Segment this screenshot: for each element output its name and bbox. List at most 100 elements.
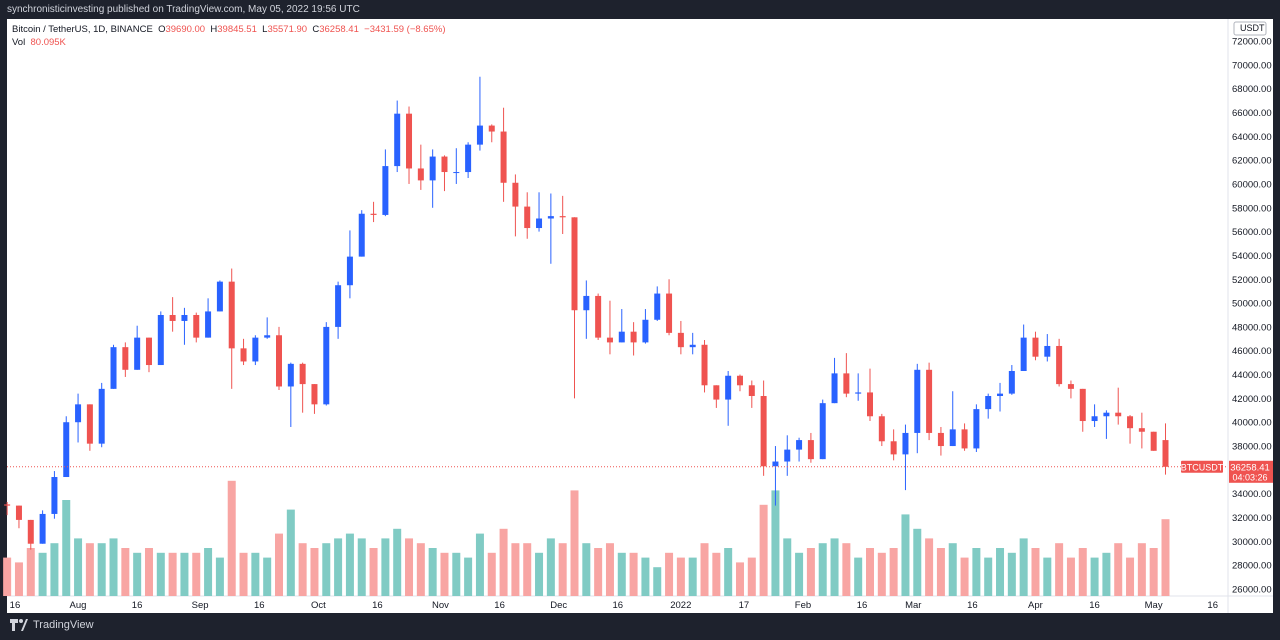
change-value: −3431.59 (−8.65%) xyxy=(364,24,446,35)
volume-bar xyxy=(464,557,473,596)
candle xyxy=(464,142,473,596)
candle xyxy=(3,502,12,596)
candle xyxy=(405,106,414,596)
volume-bar xyxy=(345,533,354,596)
candle xyxy=(960,423,969,596)
candle xyxy=(830,357,839,596)
candle xyxy=(156,311,165,596)
candle-body xyxy=(429,156,436,181)
time-tick-label: 16 xyxy=(254,600,265,611)
volume-bar xyxy=(1114,543,1123,596)
candle-body xyxy=(157,314,164,366)
candle xyxy=(334,281,343,596)
volume-bar xyxy=(948,543,957,596)
volume-bar xyxy=(1066,557,1075,596)
volume-bar xyxy=(144,548,153,596)
candle-body xyxy=(524,206,531,229)
time-tick-label: 16 xyxy=(857,600,868,611)
candle xyxy=(700,340,709,596)
volume-bar xyxy=(818,543,827,596)
candle xyxy=(972,404,981,596)
candle xyxy=(1066,380,1075,596)
volume-bar xyxy=(381,538,390,596)
candle-body xyxy=(1008,370,1015,394)
candle xyxy=(369,201,378,596)
candle xyxy=(204,298,213,596)
candle xyxy=(275,326,283,596)
candle-body xyxy=(299,363,306,385)
candle xyxy=(1149,431,1158,596)
volume-bar xyxy=(570,490,579,596)
volume-bar xyxy=(499,528,508,596)
volume-bar xyxy=(1043,557,1052,596)
candle xyxy=(1019,324,1028,596)
volume-bar xyxy=(1102,552,1111,596)
candle xyxy=(795,437,804,596)
candle xyxy=(286,362,295,596)
candle-body xyxy=(547,216,554,219)
candle xyxy=(416,144,425,596)
candle-body xyxy=(1056,345,1063,385)
candle-body xyxy=(122,347,129,370)
volume-bar xyxy=(546,538,555,596)
candle-body xyxy=(216,281,223,312)
candle-body xyxy=(1127,416,1134,429)
candle-body xyxy=(867,392,873,417)
candle xyxy=(14,505,23,596)
tradingview-logo[interactable]: TradingView xyxy=(10,619,94,631)
candle xyxy=(842,353,851,596)
price-tick-label: 54000.00 xyxy=(1232,251,1272,262)
volume-bar xyxy=(3,557,12,596)
candle xyxy=(144,337,153,596)
volume-bar xyxy=(85,543,94,596)
candle xyxy=(1102,410,1111,596)
symbol-name[interactable]: Bitcoin / TetherUS, 1D, BINANCE xyxy=(12,24,153,35)
price-tick-label: 38000.00 xyxy=(1232,442,1272,453)
time-tick-label: Nov xyxy=(432,600,449,611)
candle xyxy=(1114,387,1123,596)
volume-bar xyxy=(641,557,650,596)
volume-bar xyxy=(665,552,674,596)
candle xyxy=(38,510,47,596)
candle-body xyxy=(488,125,495,132)
candle-body xyxy=(4,504,11,506)
candle-body xyxy=(193,314,200,338)
volume-bar xyxy=(806,548,815,596)
candle-body xyxy=(819,403,826,460)
price-tick-label: 52000.00 xyxy=(1232,275,1272,286)
volume-bar xyxy=(393,528,402,596)
volume-bar xyxy=(215,557,224,596)
candle xyxy=(452,148,461,596)
candle xyxy=(641,309,650,596)
volume-bar xyxy=(487,552,496,596)
candle xyxy=(724,370,733,596)
candle xyxy=(511,174,520,596)
candle-body xyxy=(630,331,637,343)
candle xyxy=(133,325,142,596)
candle xyxy=(866,368,874,596)
candle xyxy=(605,300,614,596)
candle-body xyxy=(701,344,708,386)
candle-body xyxy=(1103,412,1110,417)
bar-countdown: 04:03:26 xyxy=(1232,472,1267,482)
candle xyxy=(629,322,638,596)
candle-body xyxy=(536,218,543,229)
volume-bar xyxy=(1161,519,1170,596)
candle-body xyxy=(725,375,732,400)
volume-bar xyxy=(1149,548,1158,596)
candle xyxy=(499,107,508,596)
time-tick-label: Sep xyxy=(192,600,209,611)
candle-body xyxy=(796,440,803,450)
candle xyxy=(806,432,815,596)
time-tick-label: 16 xyxy=(967,600,978,611)
publisher-header: synchronisticinvesting published on Trad… xyxy=(7,4,360,15)
price-tick-label: 66000.00 xyxy=(1232,108,1272,119)
volume-bar xyxy=(275,533,283,596)
time-tick-label: 2022 xyxy=(670,600,691,611)
candle-body xyxy=(831,373,838,404)
volume-bar xyxy=(523,543,532,596)
price-tick-label: 42000.00 xyxy=(1232,394,1272,405)
low-value: 35571.90 xyxy=(267,24,308,35)
candle xyxy=(818,399,827,596)
